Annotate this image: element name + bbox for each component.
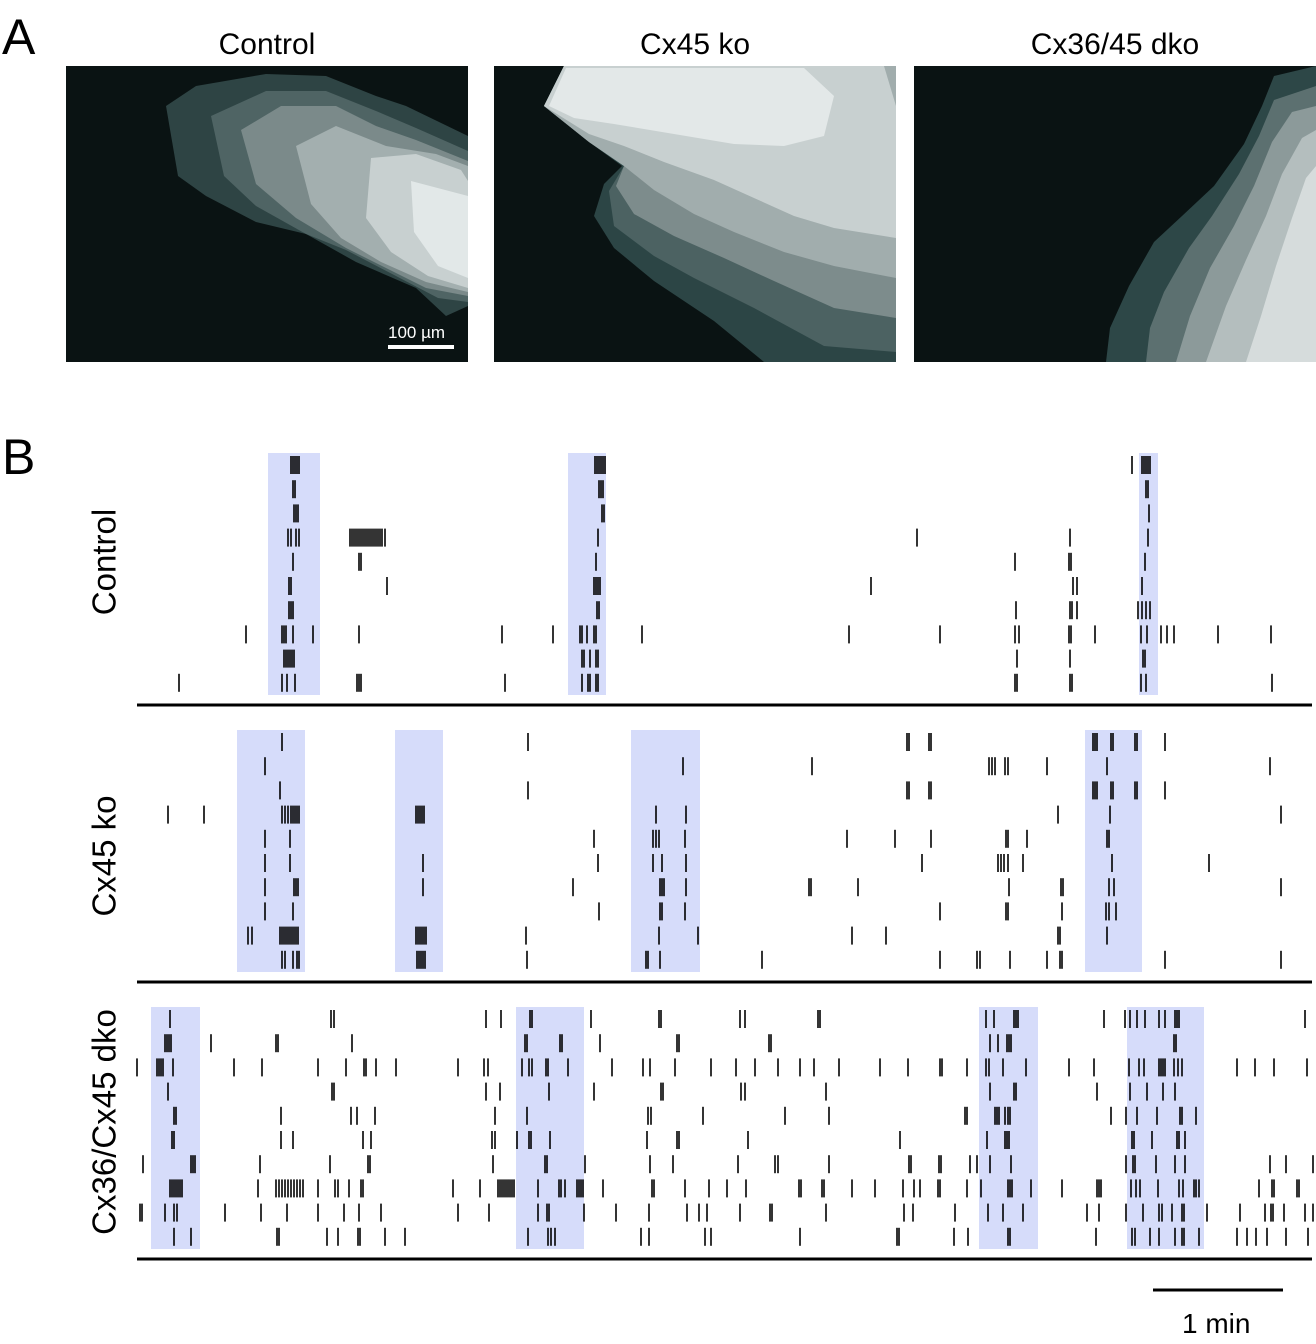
time-scalebar-label: 1 min: [1182, 1308, 1251, 1339]
map-scalebar: [388, 345, 454, 349]
map-image-cx45ko: [494, 66, 896, 362]
stimulus-window: [395, 730, 443, 972]
stimulus-window: [151, 1007, 200, 1249]
stimulus-windows: [151, 453, 1204, 1249]
image-title-control: Control: [218, 28, 316, 61]
panel-b-letter: B: [2, 429, 36, 485]
stimulus-window: [631, 730, 700, 972]
image-title-cx45ko: Cx45 ko: [639, 28, 751, 61]
map-image-cx3645dko: [914, 66, 1316, 362]
map-scalebar-label: 100 µm: [388, 323, 445, 342]
image-title-cx3645dko: Cx36/45 dko: [1030, 28, 1200, 61]
map-image-control: 100 µm: [66, 66, 468, 362]
stimulus-window: [1139, 453, 1158, 695]
stimulus-window: [1085, 730, 1142, 972]
group-baselines: [137, 703, 1312, 1261]
spike-ticks: [136, 456, 1314, 1246]
panel-a-letter: A: [2, 9, 36, 65]
stimulus-window: [1127, 1007, 1204, 1249]
